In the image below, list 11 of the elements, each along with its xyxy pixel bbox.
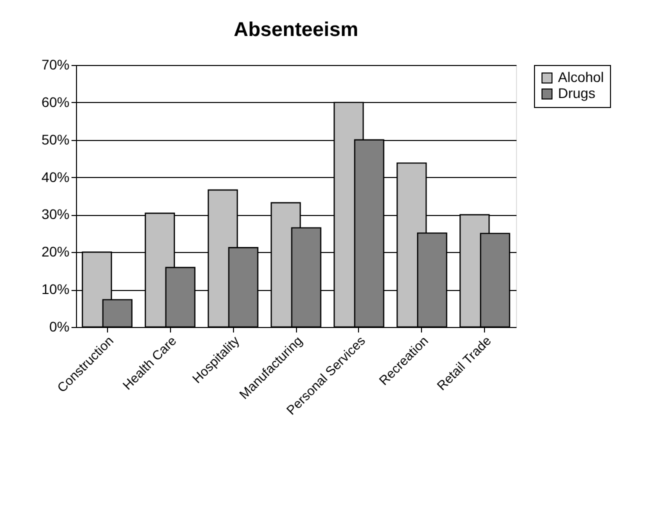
legend-label: Drugs <box>558 85 596 101</box>
y-tick-label: 40% <box>41 168 70 185</box>
y-tick-label: 70% <box>41 56 70 72</box>
y-tick-label: 60% <box>41 94 70 110</box>
y-tick-label: 30% <box>41 206 70 222</box>
y-tick-label: 0% <box>49 318 70 334</box>
chart-title: Absenteeism <box>234 19 358 41</box>
y-tick-label: 50% <box>41 131 70 148</box>
y-tick-label: 20% <box>41 244 70 260</box>
legend-label: Alcohol <box>558 69 604 85</box>
y-tick-label: 10% <box>41 281 70 298</box>
